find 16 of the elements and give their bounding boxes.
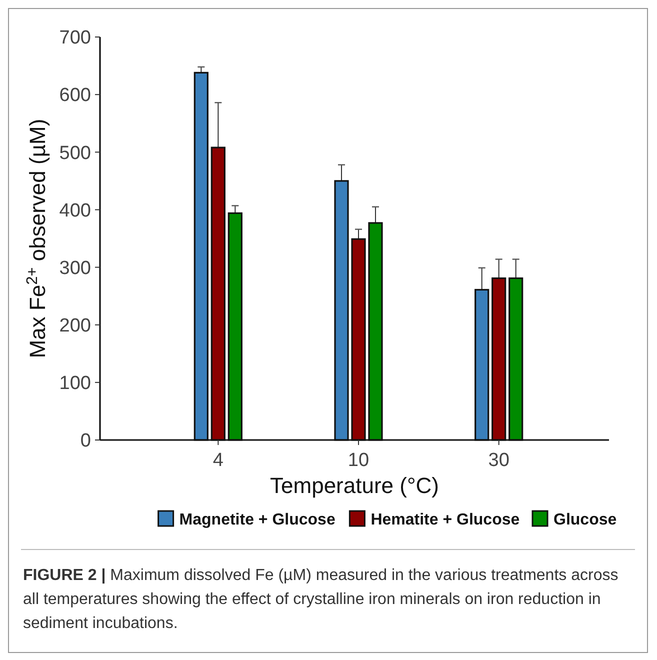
legend-label: Magnetite + Glucose — [179, 512, 336, 529]
y-tick-label: 0 — [80, 430, 91, 452]
y-tick-label: 200 — [59, 316, 91, 337]
y-tick-label: 100 — [59, 373, 91, 394]
y-tick-label: 300 — [59, 258, 91, 279]
y-tick-label: 500 — [59, 142, 91, 164]
y-tick-label: 400 — [59, 200, 91, 222]
legend-label: Glucose — [554, 512, 617, 529]
x-tick-label: 10 — [348, 450, 370, 471]
y-tick-label: 600 — [59, 85, 91, 106]
legend-label: Hematite + Glucose — [370, 512, 520, 529]
x-tick-label: 30 — [488, 450, 510, 471]
caption: FIGURE 2 | Maximum dissolved Fe (µM) measured in the various treatments across all temperatures showing the effect of crystalline iron minerals on iron reduction in sediment incubations. — [21, 549, 635, 652]
x-tick-label: 4 — [212, 450, 224, 471]
x-axis-title: Temperature (°C) — [270, 473, 439, 498]
y-tick-label: 700 — [59, 28, 91, 49]
